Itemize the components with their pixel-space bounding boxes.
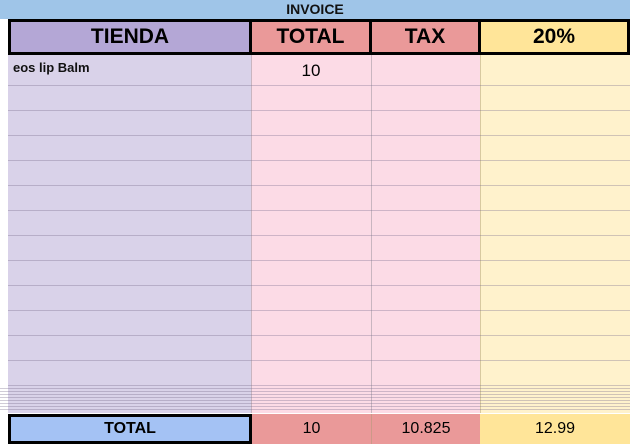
totals-pct[interactable]: 12.99	[480, 414, 630, 444]
totals-total[interactable]: 10	[252, 414, 371, 444]
invoice-title: INVOICE	[0, 0, 630, 19]
header-tax[interactable]: TAX	[369, 19, 481, 55]
row-1-total[interactable]: 10	[301, 61, 321, 80]
totals-label[interactable]: TOTAL	[8, 414, 252, 444]
tax-column[interactable]	[371, 55, 480, 413]
totals-tax[interactable]: 10.825	[371, 414, 480, 444]
row-1-tienda[interactable]: eos lip Balm	[13, 60, 90, 75]
total-column[interactable]	[251, 55, 371, 413]
header-tienda[interactable]: TIENDA	[8, 19, 252, 55]
header-total[interactable]: TOTAL	[249, 19, 372, 55]
tienda-column[interactable]	[8, 55, 251, 413]
header-pct[interactable]: 20%	[478, 19, 630, 55]
pct-column[interactable]	[480, 55, 630, 413]
